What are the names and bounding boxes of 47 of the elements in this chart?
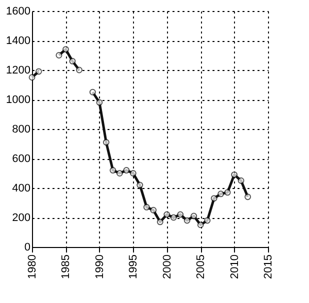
point xyxy=(170,214,177,221)
point xyxy=(150,206,157,214)
point xyxy=(136,182,144,188)
x-tick-label: 2005 xyxy=(195,254,208,279)
y-tick-label: 0 xyxy=(24,242,30,254)
point xyxy=(89,88,96,96)
point xyxy=(190,212,198,220)
x-tick-label: 2000 xyxy=(161,254,174,279)
point xyxy=(197,222,204,228)
point xyxy=(123,167,130,174)
point xyxy=(238,177,244,184)
point xyxy=(184,217,190,224)
point xyxy=(76,66,82,74)
point xyxy=(204,217,211,224)
y-tick-label: 1000 xyxy=(6,94,30,106)
point xyxy=(210,195,218,202)
point xyxy=(143,204,150,210)
y-tick-label: 400 xyxy=(12,182,30,194)
y-tick-label: 800 xyxy=(12,124,30,136)
point xyxy=(156,218,164,226)
y-tick-label: 1400 xyxy=(6,35,30,47)
point xyxy=(116,170,123,176)
point xyxy=(231,171,238,178)
y-tick-label: 1600 xyxy=(6,6,30,18)
point xyxy=(62,46,69,53)
y-tick-label: 1200 xyxy=(6,64,30,76)
point xyxy=(218,190,224,198)
point xyxy=(164,211,170,218)
x-tick-label: 1995 xyxy=(128,254,140,279)
point xyxy=(36,68,42,75)
point xyxy=(96,99,103,106)
x-tick-label: 2015 xyxy=(262,254,274,279)
point xyxy=(224,189,231,196)
point xyxy=(56,52,62,58)
point xyxy=(69,58,76,64)
x-tick-label: 1980 xyxy=(26,254,38,279)
point xyxy=(177,211,184,218)
point xyxy=(28,74,36,81)
x-tick-label: 1990 xyxy=(94,254,106,279)
point xyxy=(110,167,116,174)
y-tick-label: 200 xyxy=(12,212,30,224)
point xyxy=(130,170,136,176)
point xyxy=(102,139,110,146)
x-tick-label: 2010 xyxy=(228,254,241,279)
point xyxy=(244,194,252,200)
x-tick-label: 1985 xyxy=(60,254,72,279)
y-tick-label: 600 xyxy=(12,153,30,165)
